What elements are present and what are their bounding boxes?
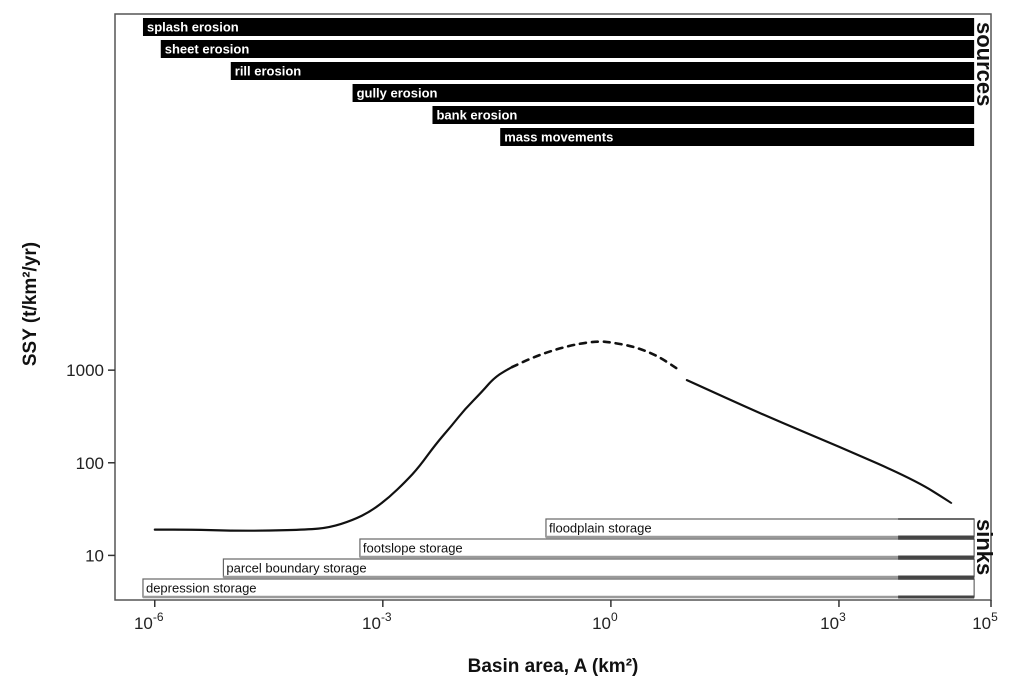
source-bar-label: splash erosion	[147, 20, 239, 35]
sink-bar-label: footslope storage	[363, 541, 463, 556]
sink-bar	[142, 578, 975, 598]
x-tick-label: 103	[820, 610, 846, 633]
sources-label: sources	[972, 22, 997, 106]
sink-bar-label: parcel boundary storage	[226, 561, 366, 576]
x-tick-label: 100	[592, 610, 618, 633]
ssy-curve-segment	[153, 366, 514, 532]
plot-frame	[114, 13, 992, 601]
y-tick-label: 100	[76, 454, 104, 473]
x-axis: 10-6 10-3 100 103 105	[134, 600, 998, 633]
sinks-label: sinks	[972, 519, 997, 575]
source-bar	[230, 62, 975, 80]
source-bar	[500, 128, 975, 146]
source-bar-label: sheet erosion	[165, 42, 250, 57]
ssy-curve-segment	[685, 379, 953, 504]
x-tick-label: 10-6	[134, 610, 164, 633]
x-tick-label: 105	[972, 610, 998, 633]
source-bar-label: bank erosion	[436, 108, 517, 123]
source-bar-label: mass movements	[504, 130, 613, 145]
source-bar	[142, 18, 975, 36]
source-bar	[432, 106, 975, 124]
sink-bar-label: floodplain storage	[549, 521, 652, 536]
y-tick-label: 1000	[66, 361, 104, 380]
sources-bars: splash erosion sheet erosion rill erosion g…	[142, 18, 975, 146]
source-bar	[160, 40, 975, 58]
x-tick-label: 10-3	[362, 610, 392, 633]
y-axis: 10 100 1000	[66, 361, 115, 565]
ssy-curve	[153, 340, 953, 532]
y-axis-title: SSY (t/km²/yr)	[20, 242, 41, 366]
source-bar	[352, 84, 975, 102]
sinks-bars: floodplain storage footslope storage parce…	[142, 518, 975, 599]
ssy-curve-dashed-segment	[510, 340, 681, 372]
source-bar-label: gully erosion	[357, 86, 438, 101]
source-bar-label: rill erosion	[235, 64, 302, 79]
sink-bar-label: depression storage	[146, 581, 257, 596]
x-axis-title: Basin area, A (km²)	[468, 656, 639, 677]
y-tick-label: 10	[85, 546, 104, 565]
